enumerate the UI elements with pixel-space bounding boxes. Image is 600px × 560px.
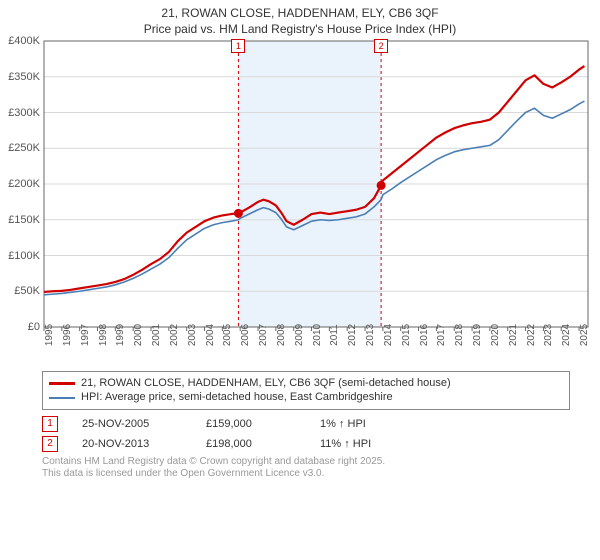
x-tick-label: 2025 (579, 324, 590, 346)
y-tick-label: £0 (28, 321, 40, 333)
y-tick-label: £400K (8, 35, 40, 47)
sale-marker-badge: 2 (374, 39, 388, 53)
x-tick-label: 2017 (436, 324, 447, 346)
legend-label: 21, ROWAN CLOSE, HADDENHAM, ELY, CB6 3QF… (81, 376, 451, 390)
x-tick-label: 2016 (419, 324, 430, 346)
x-tick-label: 2010 (312, 324, 323, 346)
x-tick-label: 1995 (44, 324, 55, 346)
sale-badge: 1 (42, 416, 58, 432)
x-tick-label: 2005 (222, 324, 233, 346)
x-tick-label: 2000 (133, 324, 144, 346)
sale-date: 20-NOV-2013 (82, 438, 182, 450)
title-line1: 21, ROWAN CLOSE, HADDENHAM, ELY, CB6 3QF (0, 6, 600, 22)
legend-swatch (49, 382, 75, 385)
title-line2: Price paid vs. HM Land Registry's House … (0, 22, 600, 38)
sale-date: 25-NOV-2005 (82, 418, 182, 430)
x-tick-label: 2011 (329, 324, 340, 346)
x-tick-label: 2001 (151, 324, 162, 346)
legend-label: HPI: Average price, semi-detached house,… (81, 390, 393, 404)
legend-swatch (49, 397, 75, 399)
x-tick-label: 2018 (454, 324, 465, 346)
chart-area: £0 £50K £100K £150K £200K £250K £300K £350K £400… (0, 37, 600, 367)
sale-row: 2 20-NOV-2013 £198,000 11% ↑ HPI (42, 436, 570, 452)
sale-marker-badge: 1 (231, 39, 245, 53)
x-tick-label: 2003 (187, 324, 198, 346)
y-tick-label: £150K (8, 214, 40, 226)
x-tick-label: 1998 (98, 324, 109, 346)
sale-delta: 1% ↑ HPI (320, 418, 430, 430)
sale-delta: 11% ↑ HPI (320, 438, 430, 450)
chart-title: 21, ROWAN CLOSE, HADDENHAM, ELY, CB6 3QF… (0, 0, 600, 37)
y-tick-label: £350K (8, 71, 40, 83)
x-tick-label: 2012 (347, 324, 358, 346)
footer-line2: This data is licensed under the Open Gov… (42, 468, 570, 480)
x-tick-label: 2008 (276, 324, 287, 346)
x-tick-label: 1997 (80, 324, 91, 346)
line-chart-svg (0, 37, 600, 367)
legend-item: HPI: Average price, semi-detached house,… (49, 390, 563, 404)
y-tick-label: £250K (8, 142, 40, 154)
y-tick-label: £200K (8, 178, 40, 190)
sale-price: £198,000 (206, 438, 296, 450)
x-tick-label: 2021 (508, 324, 519, 346)
legend-item: 21, ROWAN CLOSE, HADDENHAM, ELY, CB6 3QF… (49, 376, 563, 390)
sales-table: 1 25-NOV-2005 £159,000 1% ↑ HPI 2 20-NOV-2013… (42, 416, 570, 452)
footer-attribution: Contains HM Land Registry data © Crown c… (42, 456, 570, 480)
x-tick-label: 2006 (240, 324, 251, 346)
x-tick-label: 2009 (294, 324, 305, 346)
legend: 21, ROWAN CLOSE, HADDENHAM, ELY, CB6 3QF… (42, 371, 570, 410)
sale-badge: 2 (42, 436, 58, 452)
x-tick-label: 2007 (258, 324, 269, 346)
y-tick-label: £50K (14, 285, 40, 297)
sale-price: £159,000 (206, 418, 296, 430)
x-tick-label: 2019 (472, 324, 483, 346)
x-tick-label: 2014 (383, 324, 394, 346)
x-tick-label: 2020 (490, 324, 501, 346)
footer-line1: Contains HM Land Registry data © Crown c… (42, 456, 570, 468)
x-tick-label: 2002 (169, 324, 180, 346)
sale-row: 1 25-NOV-2005 £159,000 1% ↑ HPI (42, 416, 570, 432)
x-tick-label: 2024 (561, 324, 572, 346)
y-tick-label: £300K (8, 107, 40, 119)
x-tick-label: 1999 (115, 324, 126, 346)
x-tick-label: 2004 (205, 324, 216, 346)
x-tick-label: 2015 (401, 324, 412, 346)
y-tick-label: £100K (8, 250, 40, 262)
x-tick-label: 2013 (365, 324, 376, 346)
x-tick-label: 1996 (62, 324, 73, 346)
x-tick-label: 2022 (526, 324, 537, 346)
x-tick-label: 2023 (543, 324, 554, 346)
